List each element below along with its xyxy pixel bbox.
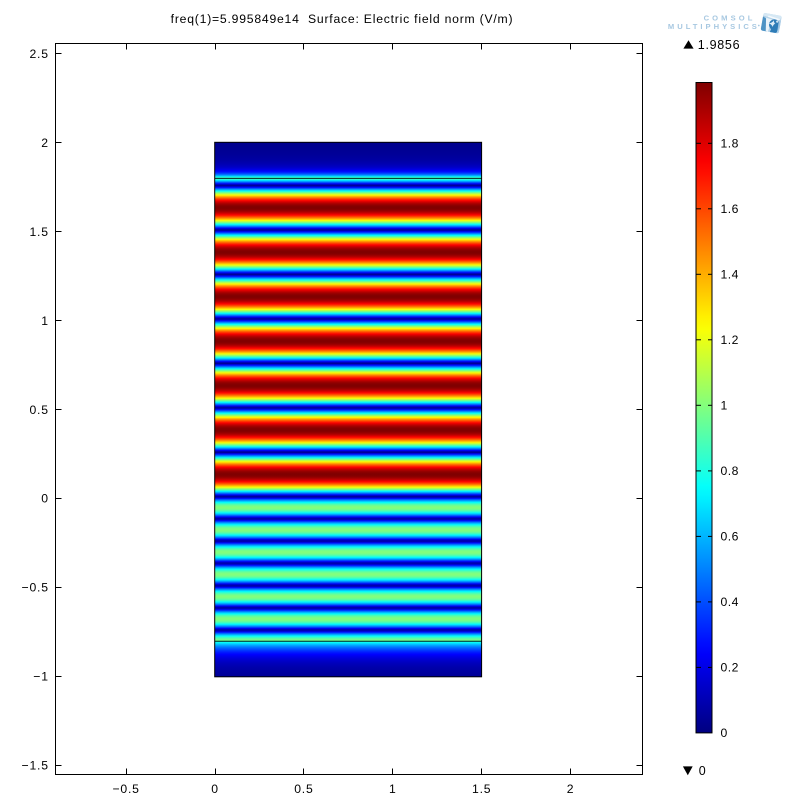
svg-text:0: 0: [699, 764, 706, 778]
svg-text:0.5: 0.5: [294, 782, 313, 796]
svg-text:1.4: 1.4: [721, 268, 739, 282]
svg-text:MULTIPHYSICS: MULTIPHYSICS: [668, 22, 760, 31]
svg-text:0.8: 0.8: [721, 464, 739, 478]
svg-text:1.5: 1.5: [472, 782, 491, 796]
svg-text:1: 1: [389, 782, 397, 796]
svg-text:2: 2: [567, 782, 575, 796]
svg-text:0.6: 0.6: [721, 530, 739, 544]
svg-text:0: 0: [211, 782, 219, 796]
svg-text:1: 1: [41, 314, 49, 328]
svg-text:1.2: 1.2: [721, 333, 739, 347]
svg-text:1.9856: 1.9856: [698, 38, 740, 52]
svg-text:0: 0: [721, 726, 728, 740]
svg-text:freq(1)=5.995849e14 Surface:: freq(1)=5.995849e14 Surface: Electric fi…: [171, 12, 514, 26]
svg-text:COMSOL: COMSOL: [704, 13, 756, 22]
svg-text:0.5: 0.5: [29, 403, 48, 417]
svg-text:1: 1: [721, 399, 728, 413]
svg-text:−1.5: −1.5: [22, 758, 49, 772]
svg-text:2: 2: [41, 136, 49, 150]
svg-text:1.8: 1.8: [721, 137, 739, 151]
svg-text:0.4: 0.4: [721, 595, 739, 609]
svg-text:−0.5: −0.5: [22, 581, 49, 595]
svg-text:−0.5: −0.5: [112, 782, 139, 796]
svg-text:−1: −1: [33, 670, 49, 684]
svg-text:0.2: 0.2: [721, 661, 739, 675]
svg-text:1.5: 1.5: [29, 225, 48, 239]
svg-text:2.5: 2.5: [29, 47, 48, 61]
svg-text:1.6: 1.6: [721, 202, 739, 216]
svg-text:0: 0: [41, 492, 49, 506]
